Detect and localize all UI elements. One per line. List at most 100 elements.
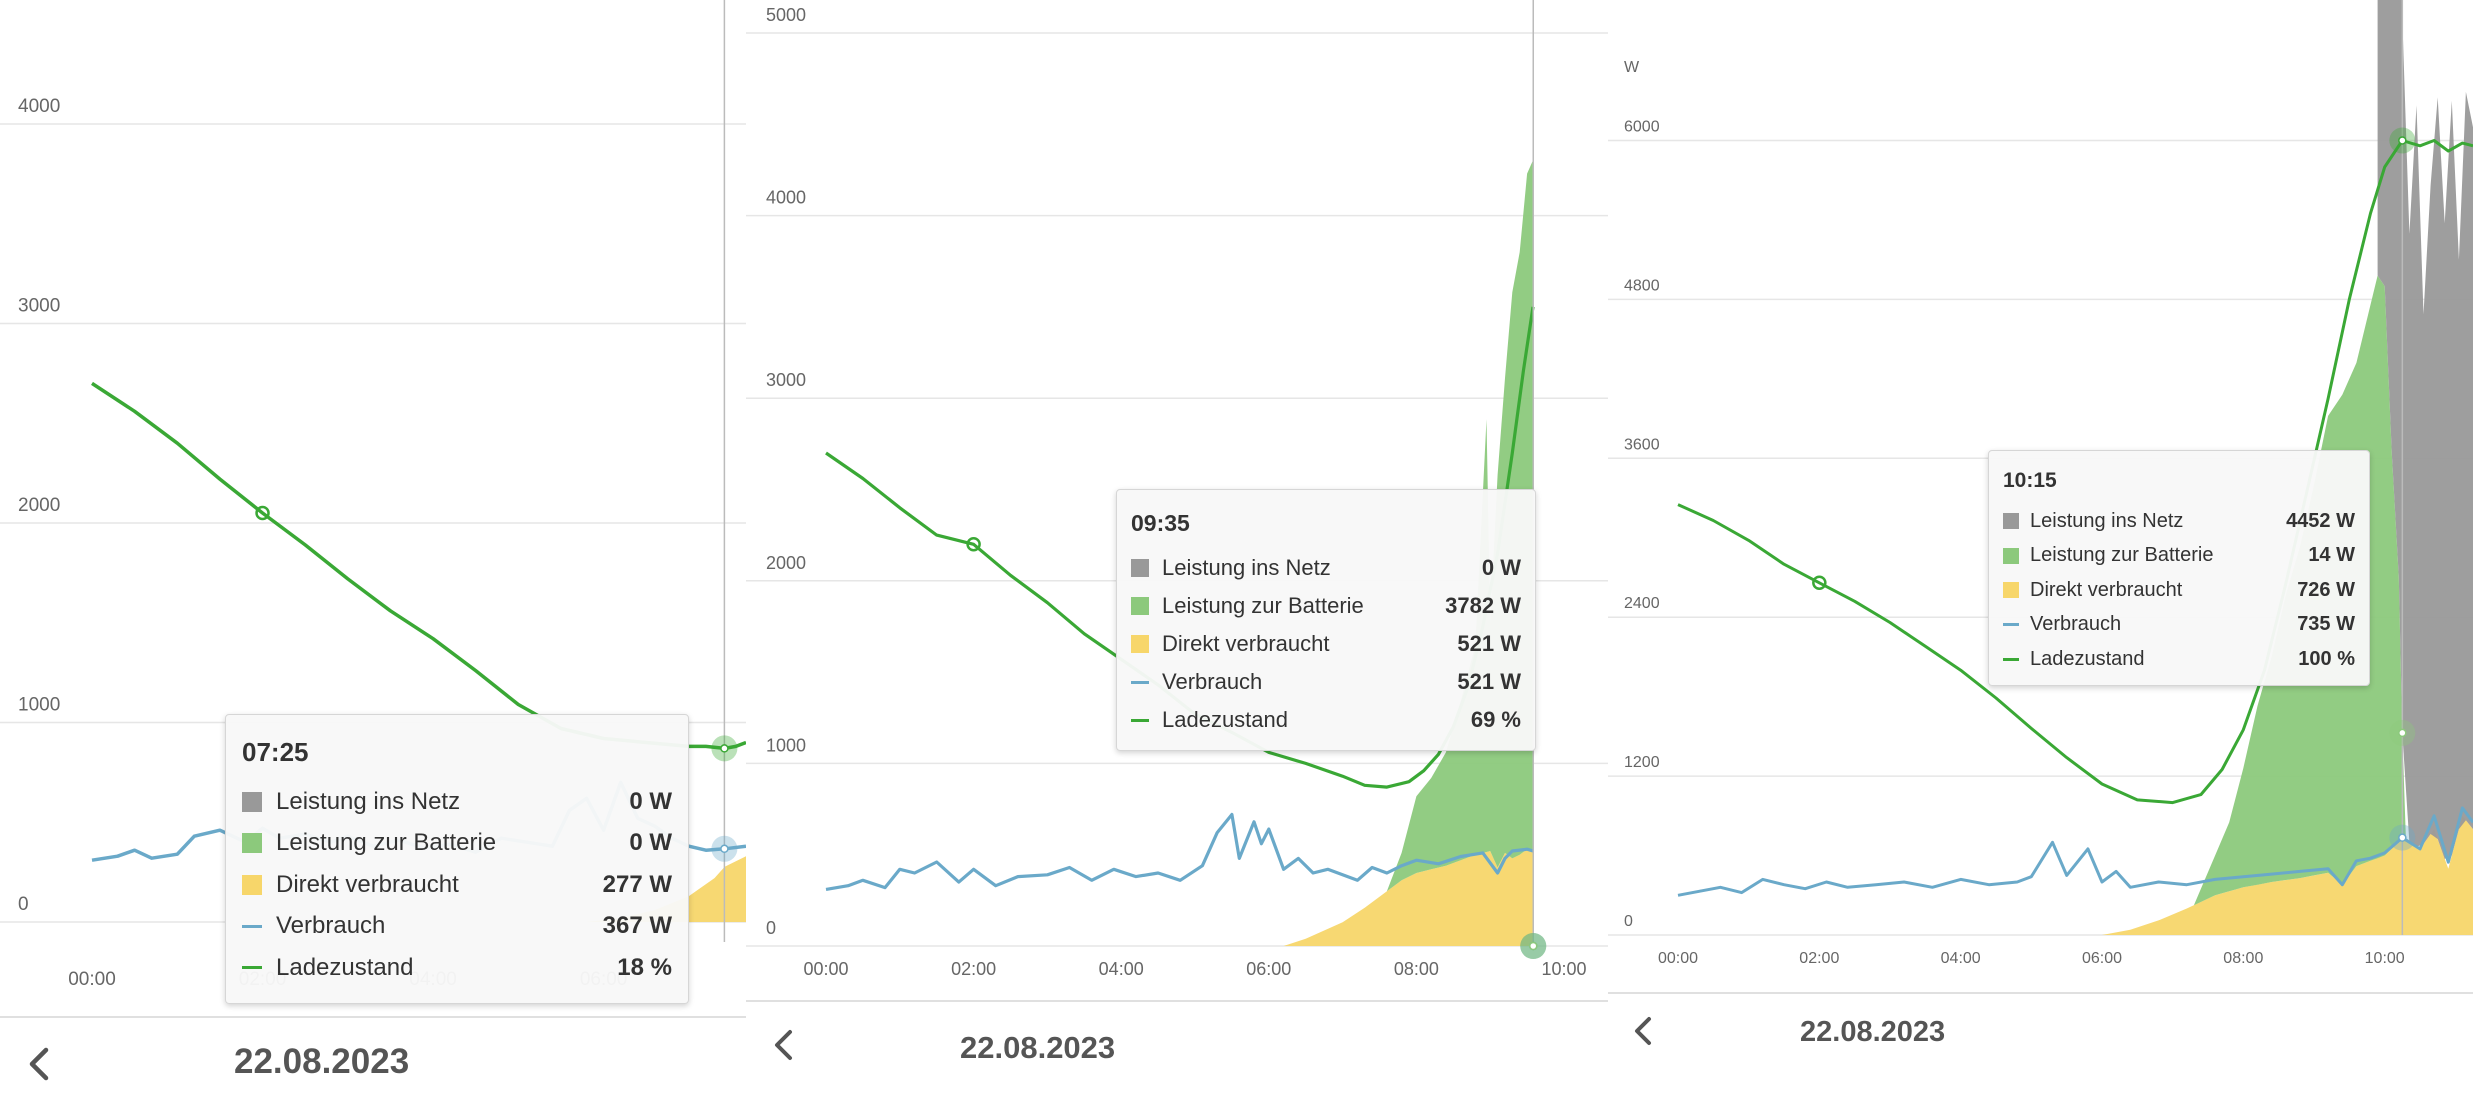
series-verbrauch-line: [825, 812, 1534, 891]
tooltip-3: 10:15 Leistung ins Netz 4452 W Leistung zu…: [1988, 450, 2370, 686]
tooltip-2: 09:35 Leistung ins Netz 0 W Leistung zur B…: [1116, 489, 1536, 751]
tooltip-series-name: Verbrauch: [2030, 613, 2122, 636]
x-tick-label: 04:00: [1941, 950, 1981, 967]
legend-color-swatch: [1131, 597, 1149, 615]
series-direkt-verbraucht-area: [2102, 815, 2473, 935]
series-leistung-ins-netz-area: [2377, 0, 2473, 859]
tooltip-series-value: 0 W: [629, 787, 672, 815]
legend-line-swatch: [242, 924, 262, 928]
back-button[interactable]: [1628, 1013, 1658, 1049]
x-tick-label: 10:00: [2365, 950, 2405, 967]
tooltip-series-name: Direkt verbraucht: [276, 870, 459, 898]
tooltip-time: 09:35: [1131, 510, 1190, 536]
tooltip-series-name: Leistung ins Netz: [276, 787, 461, 815]
legend-color-swatch: [2003, 547, 2019, 564]
series-verbrauch-line: [1677, 806, 2473, 897]
date-label: 22.08.2023: [234, 1042, 410, 1081]
tooltip-rows: Leistung ins Netz 0 W Leistung zur Batteri…: [242, 781, 672, 989]
y-tick-label: 3000: [18, 296, 60, 317]
chevron-left-icon: [1635, 1017, 1651, 1045]
tooltip-row-direkt-verbraucht: Direkt verbraucht 521 W: [1131, 625, 1521, 663]
tooltip-rows: Leistung ins Netz 4452 W Leistung zur Batt…: [2003, 504, 2355, 677]
tooltip-row-direkt-verbraucht: Direkt verbraucht 726 W: [2003, 573, 2355, 608]
tooltip-series-name: Ladezustand: [1162, 707, 1288, 732]
x-tick-label: 06:00: [1246, 959, 1291, 979]
tooltip-series-name: Leistung ins Netz: [1162, 555, 1331, 580]
chart-panel-2: 0 1000 2000 3000 4000 5000 00:00 02:00 04:00 06:0…: [746, 0, 1608, 1104]
y-tick-label: 0: [18, 894, 29, 915]
legend-line-swatch: [2003, 623, 2019, 627]
back-button[interactable]: [22, 1044, 58, 1084]
legend-color-swatch: [1131, 559, 1149, 577]
tooltip-series-name: Leistung zur Batterie: [2030, 544, 2214, 567]
date-label: 22.08.2023: [1800, 1016, 1946, 1048]
y-tick-label: 6000: [1624, 118, 1660, 135]
tooltip-series-value: 100 %: [2298, 647, 2355, 670]
tooltip-series-name: Ladezustand: [2030, 647, 2145, 670]
tooltip-series-value: 4452 W: [2286, 509, 2355, 532]
tooltip-series-name: Verbrauch: [276, 912, 386, 940]
legend-line-swatch: [1131, 718, 1149, 722]
tooltip-series-value: 521 W: [1457, 669, 1521, 694]
tooltip-1: 07:25 Leistung ins Netz 0 W Leistung zur B…: [225, 714, 689, 1004]
legend-color-swatch: [2003, 582, 2019, 599]
tooltip-series-value: 726 W: [2297, 578, 2355, 601]
y-tick-label: 4000: [18, 96, 60, 117]
tooltip-series-value: 0 W: [1481, 555, 1521, 580]
x-tick-label: 08:00: [2223, 950, 2263, 967]
tooltip-series-value: 0 W: [629, 829, 672, 857]
tooltip-time: 10:15: [2003, 469, 2057, 492]
tooltip-series-name: Ladezustand: [276, 953, 414, 981]
y-tick-label: 3000: [766, 370, 806, 390]
soc-marker: [1812, 575, 1827, 591]
tooltip-series-value: 69 %: [1470, 707, 1521, 732]
soc-marker: [255, 505, 270, 521]
x-tick-label: 10:00: [1541, 959, 1586, 979]
legend-line-swatch: [2003, 657, 2019, 661]
legend-color-swatch: [242, 791, 262, 812]
y-tick-label: 4000: [766, 188, 806, 208]
tooltip-row-leistung-zur-batterie: Leistung zur Batterie 0 W: [242, 823, 672, 865]
footer-divider: [0, 1016, 746, 1018]
x-tick-label: 08:00: [1394, 959, 1439, 979]
tooltip-series-name: Direkt verbraucht: [2030, 578, 2183, 601]
tooltip-series-value: 3782 W: [1445, 593, 1521, 618]
x-tick-label: 00:00: [1658, 950, 1698, 967]
chart-panel-3: 0 1200 2400 3600 4800 6000 W 00:00 02:00 04:00 06:…: [1608, 0, 2473, 1104]
footer-divider: [1608, 992, 2473, 994]
hover-dot: [2398, 728, 2407, 738]
x-tick-label: 06:00: [2082, 950, 2122, 967]
x-tick-label: 04:00: [1099, 959, 1144, 979]
tooltip-series-name: Leistung ins Netz: [2030, 509, 2184, 532]
tooltip-row-leistung-ins-netz: Leistung ins Netz 0 W: [1131, 549, 1521, 587]
tooltip-row-ladezustand: Ladezustand 18 %: [242, 947, 672, 989]
tooltip-series-name: Verbrauch: [1162, 669, 1263, 694]
y-tick-label: 0: [766, 918, 776, 938]
tooltip-series-value: 14 W: [2308, 544, 2355, 567]
footer-divider: [746, 1000, 1608, 1002]
y-tick-label: 4800: [1624, 277, 1660, 294]
legend-color-swatch: [1131, 635, 1149, 653]
y-tick-label: 1200: [1624, 754, 1660, 771]
tooltip-series-name: Leistung zur Batterie: [1162, 593, 1364, 618]
y-tick-label: 2000: [18, 495, 60, 516]
legend-color-swatch: [2003, 513, 2019, 530]
hover-dot: [2398, 136, 2407, 145]
tooltip-rows: Leistung ins Netz 0 W Leistung zur Batteri…: [1131, 549, 1521, 739]
legend-line-swatch: [242, 966, 262, 970]
hover-dot: [1529, 941, 1538, 951]
tooltip-series-value: 735 W: [2297, 613, 2355, 636]
tooltip-row-leistung-zur-batterie: Leistung zur Batterie 3782 W: [1131, 587, 1521, 625]
tooltip-row-leistung-ins-netz: Leistung ins Netz 0 W: [242, 781, 672, 823]
tooltip-series-value: 18 %: [617, 953, 672, 981]
x-tick-label: 02:00: [951, 959, 996, 979]
tooltip-time: 07:25: [242, 737, 309, 767]
tooltip-series-value: 367 W: [602, 912, 672, 940]
back-button[interactable]: [768, 1026, 800, 1064]
x-tick-label: 00:00: [68, 969, 116, 990]
y-axis-unit: W: [1624, 59, 1640, 76]
tooltip-series-name: Direkt verbraucht: [1162, 631, 1330, 656]
series-direkt-verbraucht-area: [1283, 849, 1533, 946]
tooltip-row-verbrauch: Verbrauch 367 W: [242, 906, 672, 948]
x-tick-label: 00:00: [803, 959, 848, 979]
